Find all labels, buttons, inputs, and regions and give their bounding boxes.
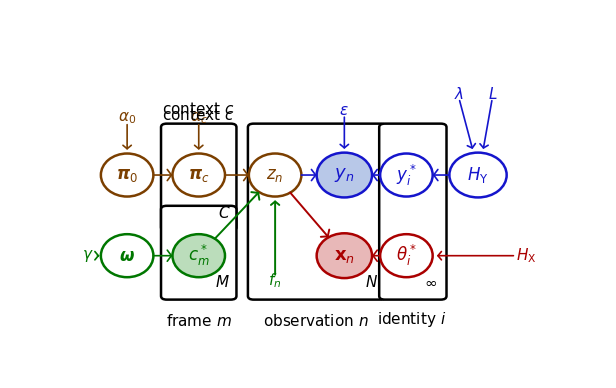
Text: $\varepsilon$: $\varepsilon$ <box>339 103 349 118</box>
Text: $\gamma$: $\gamma$ <box>82 248 94 264</box>
Text: C: C <box>218 206 229 221</box>
FancyBboxPatch shape <box>161 124 237 231</box>
Text: M: M <box>216 275 229 290</box>
Text: $\lambda$: $\lambda$ <box>454 87 464 102</box>
Ellipse shape <box>317 152 372 197</box>
Ellipse shape <box>172 234 225 277</box>
Text: $L$: $L$ <box>487 87 497 102</box>
Ellipse shape <box>380 234 432 277</box>
Text: $c_m^*$: $c_m^*$ <box>188 243 209 268</box>
Text: $H_{\mathrm{Y}}$: $H_{\mathrm{Y}}$ <box>467 165 489 185</box>
FancyBboxPatch shape <box>248 124 386 300</box>
FancyBboxPatch shape <box>379 124 447 300</box>
Ellipse shape <box>249 154 301 197</box>
Text: $\alpha_0$: $\alpha_0$ <box>118 111 136 126</box>
Text: observation $n$: observation $n$ <box>263 313 368 329</box>
Text: $f_n$: $f_n$ <box>269 272 282 291</box>
Text: identity $i$: identity $i$ <box>376 310 446 329</box>
Text: $\boldsymbol{\omega}$: $\boldsymbol{\omega}$ <box>119 247 135 265</box>
Text: $\theta_i^*$: $\theta_i^*$ <box>395 243 417 268</box>
Text: frame $m$: frame $m$ <box>166 313 232 329</box>
Ellipse shape <box>317 233 372 278</box>
Text: context $c$: context $c$ <box>163 101 235 117</box>
FancyBboxPatch shape <box>161 206 237 300</box>
Ellipse shape <box>172 154 225 197</box>
Ellipse shape <box>380 154 432 197</box>
Text: $y_i^*$: $y_i^*$ <box>396 163 417 187</box>
Ellipse shape <box>101 234 153 277</box>
Text: $\mathbf{x}_n$: $\mathbf{x}_n$ <box>334 247 355 265</box>
Text: N: N <box>365 275 377 290</box>
Text: $H_{\mathrm{X}}$: $H_{\mathrm{X}}$ <box>516 246 536 265</box>
Text: context $c$: context $c$ <box>163 107 235 123</box>
Ellipse shape <box>101 154 153 197</box>
Text: $y_n$: $y_n$ <box>334 166 354 184</box>
Text: $\boldsymbol{\pi}_c$: $\boldsymbol{\pi}_c$ <box>188 166 209 184</box>
Text: $z_n$: $z_n$ <box>267 166 284 184</box>
Text: $\infty$: $\infty$ <box>424 275 437 290</box>
Text: $\boldsymbol{\pi}_0$: $\boldsymbol{\pi}_0$ <box>116 166 138 184</box>
Text: $\alpha_c$: $\alpha_c$ <box>190 111 208 126</box>
Ellipse shape <box>449 152 506 197</box>
